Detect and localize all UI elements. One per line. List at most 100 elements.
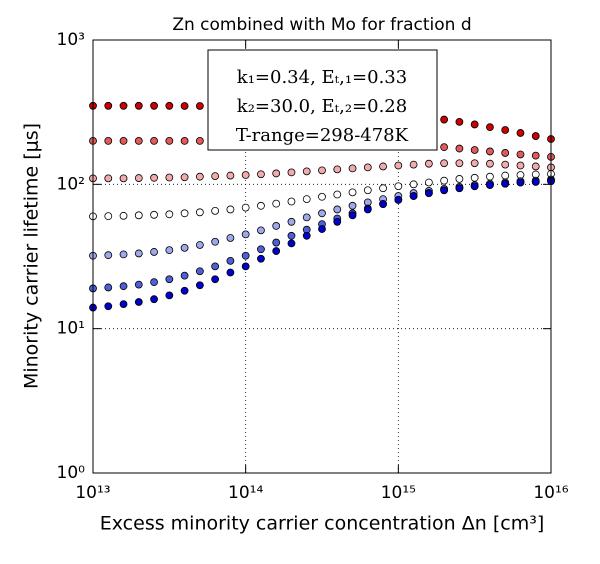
marker [180, 136, 189, 145]
plot-frame [92, 39, 552, 474]
marker [195, 267, 204, 276]
marker [165, 275, 174, 284]
marker [134, 101, 143, 110]
marker [104, 283, 113, 292]
marker [394, 196, 403, 204]
marker [440, 115, 449, 124]
marker [348, 211, 357, 220]
marker [134, 174, 143, 182]
y-tick-label: 10² [57, 174, 85, 194]
marker [104, 212, 113, 221]
marker [379, 200, 387, 208]
marker [348, 164, 357, 173]
marker [134, 280, 143, 289]
marker [455, 159, 464, 168]
marker [226, 256, 235, 265]
chart-title: Zn combined with Mo for fraction d [172, 15, 471, 35]
x-axis-label: Excess minority carrier concentration Δn… [100, 513, 544, 535]
marker [119, 282, 128, 291]
marker [516, 178, 525, 187]
x-tick-label: 10¹³ [75, 483, 110, 503]
marker [257, 170, 265, 179]
marker [226, 171, 235, 180]
marker [195, 102, 204, 110]
marker [226, 234, 235, 242]
marker [287, 231, 296, 240]
marker [150, 173, 158, 182]
marker [165, 101, 174, 110]
marker [257, 245, 265, 254]
marker [104, 136, 113, 145]
marker [165, 291, 174, 300]
marker [104, 101, 113, 110]
marker [195, 281, 204, 290]
marker [165, 210, 174, 219]
marker [333, 165, 342, 174]
marker [272, 199, 281, 208]
marker [119, 101, 128, 110]
x-tick-label: 10¹⁵ [381, 483, 416, 503]
marker [470, 182, 479, 191]
marker [257, 201, 265, 210]
marker [150, 136, 158, 145]
marker [379, 162, 387, 171]
marker [195, 172, 204, 181]
marker [241, 203, 250, 212]
x-tick-label: 10¹⁴ [228, 483, 263, 503]
marker [348, 188, 357, 197]
marker [272, 222, 281, 230]
marker [165, 173, 174, 182]
marker [409, 192, 418, 200]
marker [257, 226, 265, 235]
marker [180, 102, 189, 110]
marker [180, 173, 189, 182]
marker [440, 159, 449, 168]
marker [150, 101, 158, 110]
marker [516, 161, 525, 170]
marker [134, 136, 143, 145]
marker [318, 209, 326, 218]
marker [470, 159, 479, 168]
marker [363, 205, 372, 214]
marker [211, 275, 220, 284]
annotation-box [207, 49, 438, 151]
marker [150, 248, 158, 256]
annotation-text: k₁=0.34, Eₜ,₁=0.33 [237, 67, 407, 88]
marker [470, 173, 479, 182]
marker [302, 195, 311, 204]
marker [165, 246, 174, 255]
marker [180, 271, 189, 280]
marker [501, 171, 510, 180]
marker [272, 169, 281, 178]
marker [302, 167, 311, 176]
marker [180, 209, 189, 218]
y-tick-label: 10⁰ [57, 463, 86, 483]
marker [134, 298, 143, 306]
marker [516, 129, 525, 137]
marker [195, 136, 204, 145]
y-axis-label: Minority carrier lifetime [μs] [21, 123, 43, 389]
marker [348, 201, 357, 210]
marker [287, 168, 296, 177]
marker [287, 217, 296, 226]
marker [333, 217, 342, 226]
marker [150, 210, 158, 219]
marker [318, 166, 326, 175]
marker [455, 117, 464, 126]
marker [455, 175, 464, 183]
marker [318, 192, 326, 201]
marker [226, 268, 235, 277]
marker [211, 237, 220, 246]
marker [302, 213, 311, 222]
marker [195, 241, 204, 249]
marker [486, 159, 494, 168]
marker [531, 151, 540, 160]
marker [424, 178, 433, 187]
marker [424, 189, 433, 197]
marker [150, 295, 158, 304]
marker [333, 190, 342, 199]
marker [516, 150, 525, 159]
marker [211, 262, 220, 271]
marker [394, 161, 403, 170]
marker [241, 262, 250, 271]
